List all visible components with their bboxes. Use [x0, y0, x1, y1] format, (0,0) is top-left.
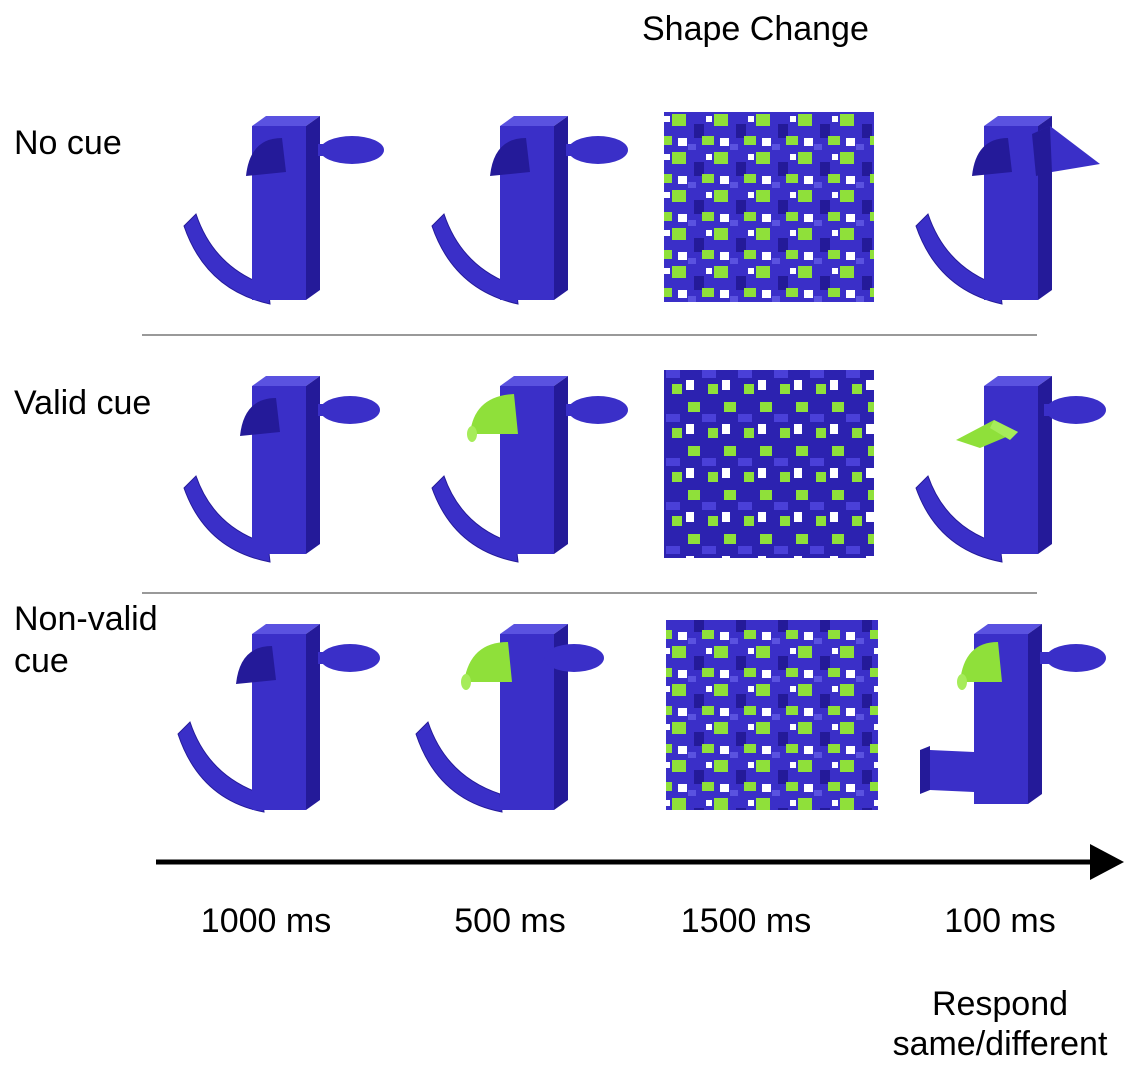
row-label-non-valid-cue-line2: cue [14, 642, 69, 680]
row-divider-2 [142, 592, 1037, 594]
duration-label-3: 1500 ms [680, 902, 812, 940]
duration-label-1: 1000 ms [200, 902, 332, 940]
object-row1-frame4 [915, 116, 1100, 305]
object-row3-frame4 [920, 624, 1106, 804]
response-instruction: Respond same/different [880, 984, 1120, 1064]
mask-row1 [664, 112, 874, 302]
object-row2-frame2 [431, 376, 628, 563]
response-line2: same/different [892, 1025, 1108, 1063]
object-row2-frame4 [915, 376, 1106, 563]
shape-change-header: Shape Change [642, 10, 869, 48]
timeline-arrow [156, 844, 1124, 880]
mask-row2 [664, 370, 874, 558]
row-label-no-cue: No cue [14, 124, 122, 162]
object-row3-frame1 [177, 624, 380, 813]
response-line1: Respond [931, 985, 1069, 1023]
row-label-non-valid-cue-line1: Non-valid [14, 600, 158, 638]
object-row3-frame2 [415, 624, 604, 813]
duration-label-2: 500 ms [454, 902, 566, 940]
object-row1-frame2 [431, 116, 628, 305]
mask-row3 [666, 620, 878, 810]
object-row2-frame1 [183, 376, 380, 563]
object-row1-frame1 [183, 116, 384, 305]
row-label-valid-cue: Valid cue [14, 384, 152, 422]
duration-label-4: 100 ms [944, 902, 1056, 940]
row-divider-1 [142, 334, 1037, 336]
